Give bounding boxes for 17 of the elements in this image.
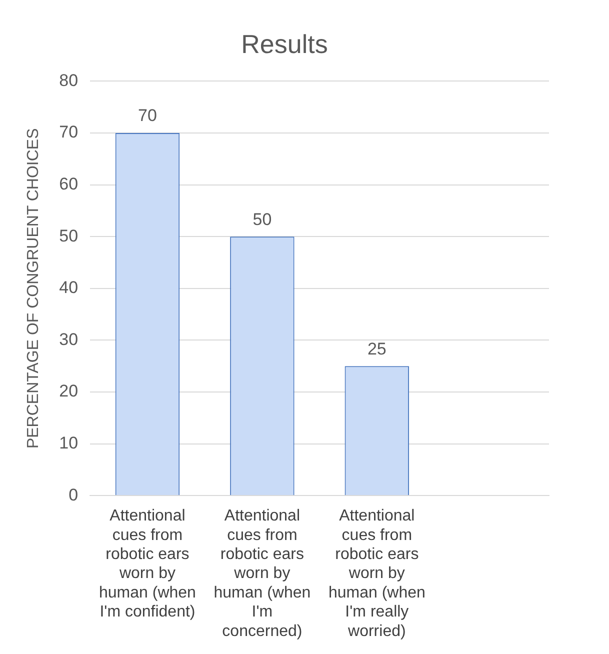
y-tick-label: 0 xyxy=(68,485,78,504)
y-tick-label: 60 xyxy=(59,174,78,194)
chart-title: Results xyxy=(241,28,328,59)
y-tick-label: 20 xyxy=(59,382,78,401)
data-label: 50 xyxy=(252,210,272,229)
y-tick-label: 80 xyxy=(59,70,78,90)
data-label: 70 xyxy=(138,106,157,126)
y-tick-label: 10 xyxy=(59,433,78,452)
x-tick-label: Attentional cues from robotic ears worn by human (when I'm concerned) xyxy=(214,508,311,640)
y-axis-title: PERCENTAGE OF CONGRUENT CHOICES xyxy=(25,128,42,449)
y-tick-label: 40 xyxy=(59,278,78,298)
x-tick-label: Attentional cues from robotic ears worn by human (when I'm confident) xyxy=(98,508,196,621)
y-tick-label: 70 xyxy=(59,122,78,142)
data-label: 25 xyxy=(367,339,386,358)
x-tick-label: Attentional cues from robotic ears worn by human (when I'm really worried) xyxy=(328,508,426,640)
y-tick-label: 30 xyxy=(59,330,78,349)
y-tick-label: 50 xyxy=(59,226,78,246)
